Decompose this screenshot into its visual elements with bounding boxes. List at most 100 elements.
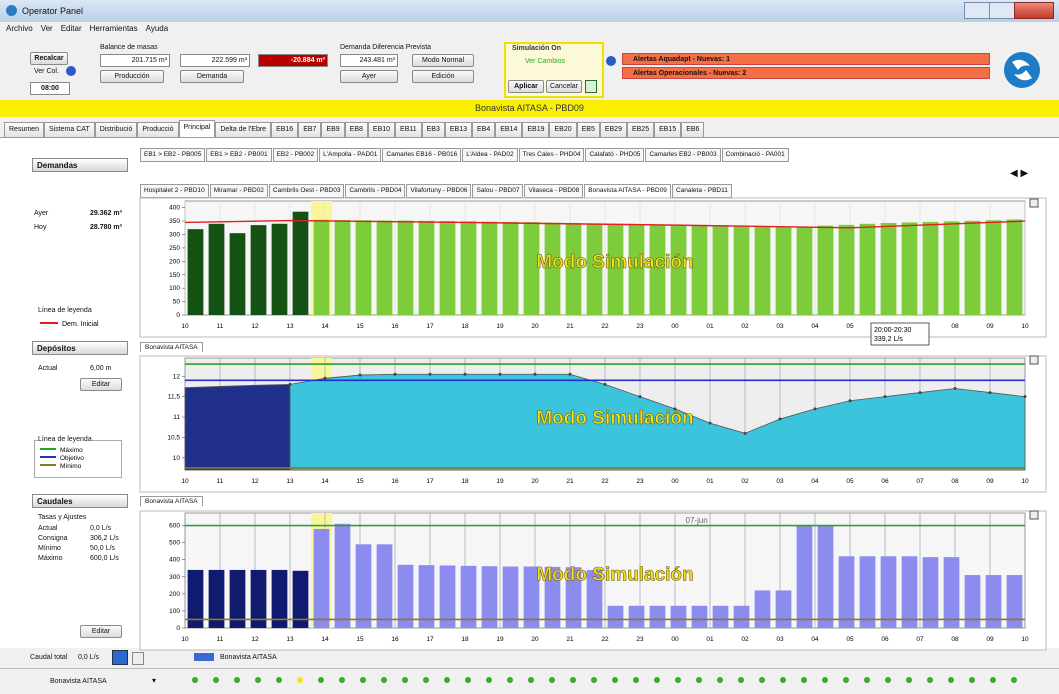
alerts-aquadapt[interactable]: Alertas Aquadapt - Nuevas: 1 [622,53,990,65]
timeline-dot[interactable] [591,677,597,683]
main-tab[interactable]: EB29 [599,122,627,137]
timeline-dot[interactable] [696,677,702,683]
timeline-dot[interactable] [402,677,408,683]
timeline-dot[interactable] [801,677,807,683]
main-tab[interactable]: Delta de l'Ebre [215,122,272,137]
timeline-dot[interactable] [339,677,345,683]
yesterday-button[interactable]: Ayer [340,70,398,83]
main-tab[interactable]: Resumen [4,122,44,137]
main-tab[interactable]: EB16 [271,122,299,137]
timeline-dot[interactable] [927,677,933,683]
close-button[interactable] [1014,2,1054,19]
chart-tab-caudales[interactable]: Bonavista AITASA [140,496,203,506]
main-tab[interactable]: EB7 [298,122,322,137]
menu-item[interactable]: Archivo [6,24,33,33]
alerts-operational[interactable]: Alertas Operacionales - Nuevas: 2 [622,67,990,79]
main-tab[interactable]: EB11 [395,122,422,137]
timeline-dot[interactable] [717,677,723,683]
timeline-dot[interactable] [570,677,576,683]
selector[interactable]: Bonavista AITASA [50,678,107,685]
timeline-dot[interactable] [381,677,387,683]
menu-item[interactable]: Ver [40,24,53,33]
main-tab[interactable]: EB20 [549,122,577,137]
main-tab[interactable]: EB13 [444,122,472,137]
subtab[interactable]: L'Aldea - PAD02 [462,148,518,162]
caudales-header[interactable]: Caudales [32,494,128,508]
timeline-dot[interactable] [822,677,828,683]
timeline-dot[interactable] [444,677,450,683]
subtab[interactable]: EB1 > EB2 - PB005 [140,148,206,162]
main-tab[interactable]: EB4 [472,122,496,137]
timeline-dot[interactable] [528,677,534,683]
timeline-dot[interactable] [906,677,912,683]
caudales-edit-button[interactable]: Editar [80,625,122,638]
timeline-dot[interactable] [276,677,282,683]
recalc-button[interactable]: Recalcar [30,52,68,65]
timeline-dot[interactable] [654,677,660,683]
timeline-dot[interactable] [507,677,513,683]
apply-button[interactable]: Aplicar [508,80,544,93]
main-tab[interactable]: EB15 [654,122,682,137]
timeline-dot[interactable] [885,677,891,683]
timeline-dot[interactable] [213,677,219,683]
timeline-dot[interactable] [486,677,492,683]
calc-icon[interactable] [585,80,597,93]
subtab[interactable]: L'Ampolla - PAD01 [319,148,382,162]
timeline-dot[interactable] [780,677,786,683]
timeline-dot[interactable] [864,677,870,683]
subtab[interactable]: EB2 - PB002 [272,148,319,162]
timeline-dot[interactable] [612,677,618,683]
menu-item[interactable]: Herramientas [89,24,138,33]
timeline-dot[interactable] [234,677,240,683]
timeline-dot[interactable] [948,677,954,683]
mode-button[interactable]: Modo Normal [412,54,474,67]
timeline-dot[interactable] [969,677,975,683]
main-tab[interactable]: Sistema CAT [43,122,95,137]
selector-arrow[interactable]: ▾ [152,676,157,685]
main-tab[interactable]: EB10 [367,122,396,137]
view-changes-link[interactable]: Ver Cambios [525,58,566,65]
chart-tab-depositos[interactable]: Bonavista AITASA [140,342,203,352]
timeline-dot[interactable] [633,677,639,683]
menu-item[interactable]: Editar [60,24,82,33]
timeline-dot[interactable] [192,677,198,683]
info-icon[interactable] [66,66,76,76]
main-tab[interactable]: EB25 [626,122,655,137]
timeline-dot[interactable] [675,677,681,683]
main-tab[interactable]: EB5 [576,122,600,137]
main-tab[interactable]: EB9 [321,122,345,137]
edit-button[interactable]: Edición [412,70,474,83]
alerts-icon[interactable] [606,56,616,66]
menu-item[interactable]: Ayuda [145,24,169,33]
depositos-header[interactable]: Depósitos [32,341,128,355]
timeline-dot[interactable] [1011,677,1017,683]
demandas-header[interactable]: Demandas [32,158,128,172]
timeline-dot[interactable] [423,677,429,683]
production-button[interactable]: Producción [100,70,164,83]
subtab[interactable]: Camarles EB16 - PB016 [382,148,462,162]
main-tab[interactable]: EB3 [421,122,445,137]
timeline-dot[interactable] [549,677,555,683]
chart-line-icon[interactable] [132,652,144,665]
main-tab[interactable]: EB19 [522,122,550,137]
subtab[interactable]: Camarles EB2 - PB003 [645,148,721,162]
subtab[interactable]: Tres Cales - PHD04 [518,148,585,162]
main-tab[interactable]: Distribució [94,122,138,137]
main-tab[interactable]: EB8 [344,122,368,137]
timeline-dot[interactable] [759,677,765,683]
subtab[interactable]: EB1 > EB2 - PB001 [206,148,272,162]
main-tab[interactable]: EB6 [681,122,705,137]
timeline-dot[interactable] [843,677,849,683]
timeline-dot[interactable] [297,677,303,683]
cancel-button[interactable]: Cancelar [546,80,582,93]
time-field[interactable]: 08:00 [30,82,70,95]
main-tab[interactable]: Producció [137,122,179,137]
timeline-dot[interactable] [738,677,744,683]
depositos-edit-button[interactable]: Editar [80,378,122,391]
nav-arrows[interactable]: ◀ ▶ [1010,168,1029,179]
chart-bar-icon[interactable] [112,650,128,665]
timeline-dot[interactable] [990,677,996,683]
timeline-dot[interactable] [318,677,324,683]
timeline-dot[interactable] [255,677,261,683]
demand-button[interactable]: Demanda [180,70,244,83]
